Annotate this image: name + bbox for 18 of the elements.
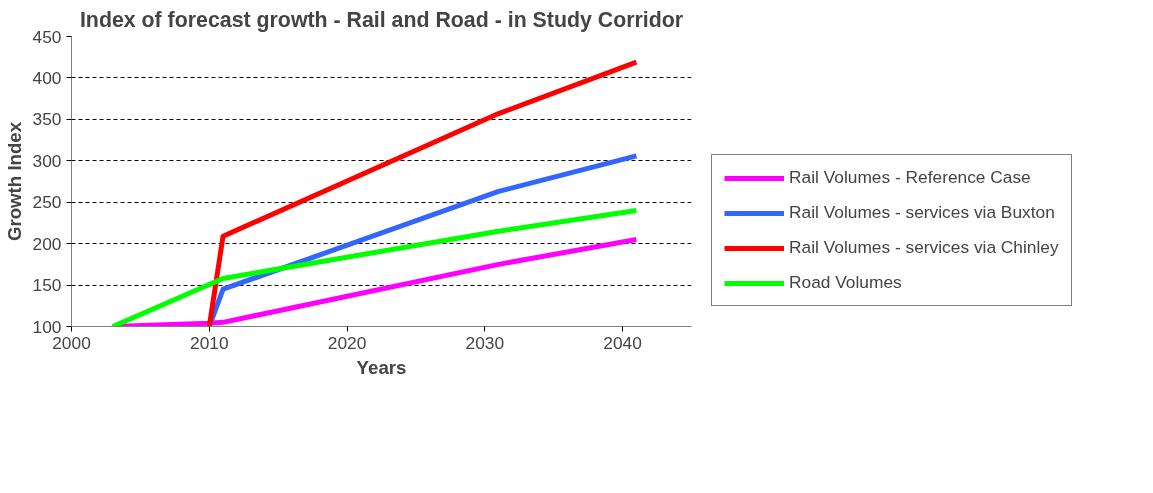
y-tick-label: 150 (32, 275, 62, 296)
y-tick-label: 450 (32, 26, 62, 47)
y-tick-label: 300 (32, 150, 62, 171)
y-tick-label: 350 (32, 109, 62, 130)
y-axis-title: Growth Index (3, 121, 25, 242)
legend-label: Road Volumes (789, 272, 902, 293)
legend-label: Rail Volumes - services via Buxton (789, 202, 1055, 223)
legend-label: Rail Volumes - Reference Case (789, 167, 1031, 188)
x-tick-label: 2030 (465, 332, 505, 353)
x-tick-label: 2040 (603, 332, 642, 353)
chart-title: Index of forecast growth - Rail and Road - in Study Corridor (79, 7, 684, 32)
x-axis-title: Years (356, 356, 407, 378)
x-tick-label: 2020 (327, 332, 367, 353)
y-tick-label: 200 (32, 233, 62, 254)
legend-label: Rail Volumes - services via Chinley (789, 237, 1059, 258)
x-tick-label: 2010 (190, 332, 229, 353)
y-tick-label: 400 (32, 67, 62, 88)
y-tick-label: 250 (32, 192, 62, 213)
